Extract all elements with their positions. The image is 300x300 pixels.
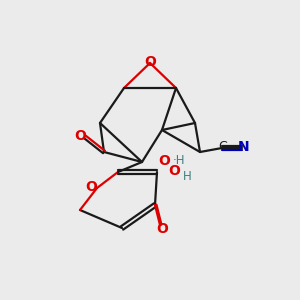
Text: O: O bbox=[74, 129, 86, 143]
Text: O: O bbox=[156, 222, 168, 236]
Text: O: O bbox=[144, 55, 156, 69]
Text: ·H: ·H bbox=[173, 154, 185, 167]
Text: O: O bbox=[168, 164, 180, 178]
Text: C: C bbox=[219, 140, 227, 154]
Text: O: O bbox=[85, 180, 97, 194]
Text: H: H bbox=[183, 170, 192, 184]
Text: O: O bbox=[158, 154, 170, 168]
Text: N: N bbox=[238, 140, 250, 154]
